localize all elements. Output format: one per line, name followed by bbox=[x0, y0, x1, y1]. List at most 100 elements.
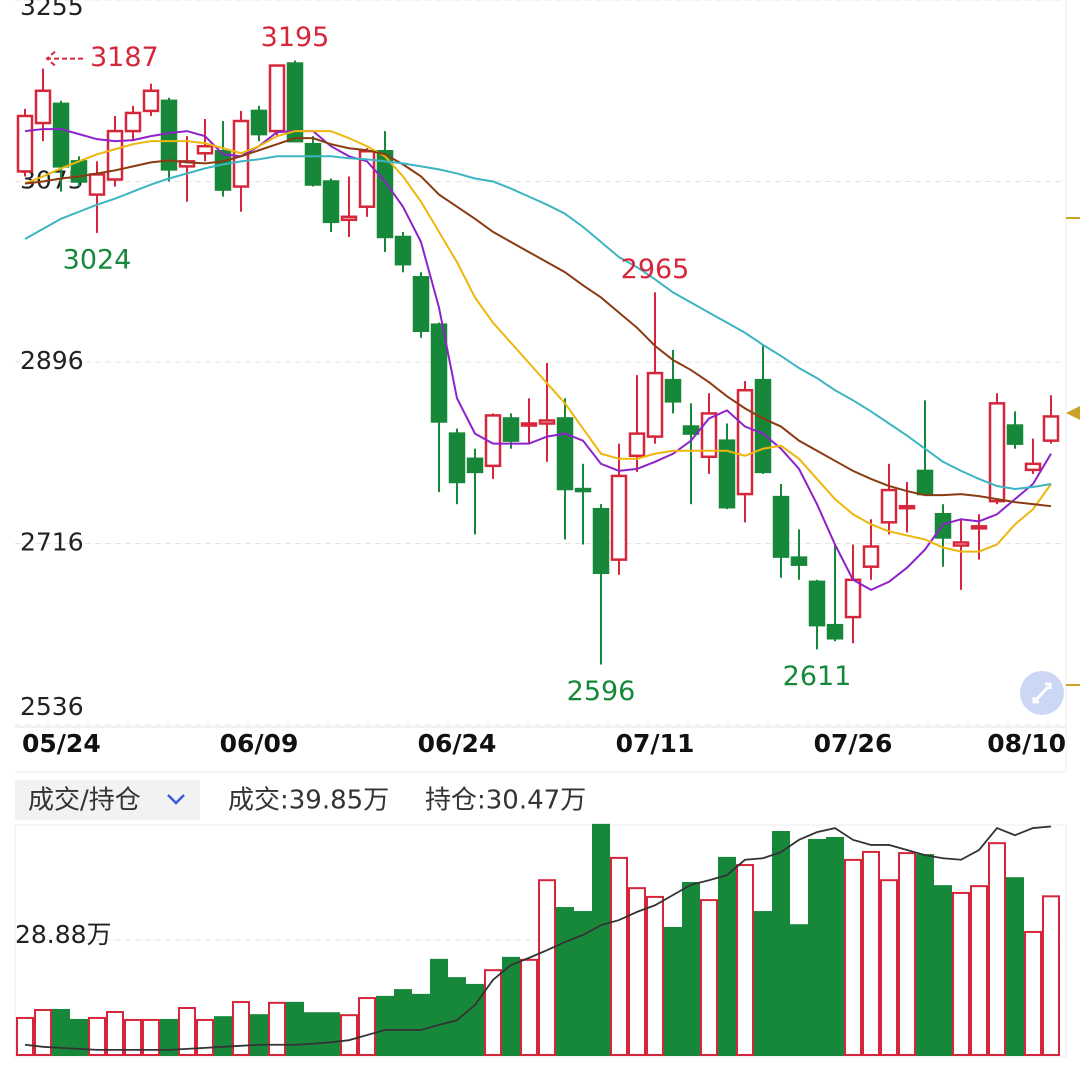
y-tick-label: 2896 bbox=[20, 346, 84, 375]
candle-body bbox=[1024, 462, 1042, 472]
volume-bar bbox=[394, 989, 412, 1057]
candle-body bbox=[448, 432, 466, 484]
candle-body bbox=[952, 541, 970, 547]
volume-bar bbox=[412, 993, 430, 1057]
candle-body bbox=[304, 142, 322, 186]
volume-bar bbox=[736, 864, 754, 1056]
candle-body bbox=[88, 173, 106, 196]
volume-bar bbox=[970, 885, 988, 1057]
candle-body bbox=[646, 371, 664, 438]
volume-bar bbox=[250, 1014, 268, 1056]
candle-body bbox=[340, 215, 358, 222]
volume-bar bbox=[880, 879, 898, 1056]
volume-bar bbox=[502, 956, 520, 1057]
x-tick-label: 07/26 bbox=[814, 729, 893, 758]
volume-bar bbox=[826, 836, 844, 1057]
volume-bar bbox=[898, 852, 916, 1056]
candle-body bbox=[106, 129, 124, 181]
candle-body bbox=[772, 495, 790, 558]
volume-bar bbox=[952, 891, 970, 1056]
x-tick-label: 08/10 bbox=[987, 729, 1066, 758]
open-interest-line bbox=[24, 825, 1052, 1051]
candle-body bbox=[286, 62, 304, 143]
volume-bar bbox=[1006, 877, 1024, 1057]
volume-bar bbox=[628, 887, 646, 1056]
candle-body bbox=[898, 504, 916, 510]
volume-bar bbox=[790, 924, 808, 1056]
y-tick-label: 3255 bbox=[20, 0, 84, 21]
candle-body bbox=[196, 144, 214, 155]
candle-body bbox=[880, 488, 898, 524]
candle-body bbox=[376, 150, 394, 239]
candle-body bbox=[124, 111, 142, 133]
candle-body bbox=[250, 109, 268, 136]
volume-bar bbox=[862, 850, 880, 1056]
candle-body bbox=[160, 99, 178, 171]
moving-average-line bbox=[24, 155, 1052, 491]
volume-bar bbox=[772, 831, 790, 1056]
candle-body bbox=[682, 425, 700, 435]
candle-body bbox=[178, 160, 196, 168]
candle-body bbox=[592, 507, 610, 574]
candle-body bbox=[322, 180, 340, 224]
selector-label[interactable]: 成交/持仓 bbox=[28, 786, 141, 816]
volume-bar bbox=[1042, 895, 1060, 1056]
volume-bar bbox=[232, 1001, 250, 1057]
candle-body bbox=[574, 487, 592, 493]
annotation-arrow bbox=[45, 50, 83, 67]
open-interest-readout: 持仓:30.47万 bbox=[425, 786, 586, 816]
volume-bar bbox=[754, 911, 772, 1056]
fullscreen-icon[interactable] bbox=[1032, 682, 1052, 704]
selector-box[interactable] bbox=[15, 780, 200, 820]
moving-average-line bbox=[24, 130, 1052, 553]
y-tick-label: 2716 bbox=[20, 527, 84, 556]
volume-bar bbox=[574, 911, 592, 1056]
volume-bar bbox=[16, 1016, 34, 1057]
low-annotation: 3024 bbox=[63, 244, 132, 275]
candle-body bbox=[142, 89, 160, 113]
volume-bar bbox=[142, 1018, 160, 1056]
candle-body bbox=[970, 525, 988, 530]
candle-body bbox=[790, 556, 808, 566]
volume-bar bbox=[70, 1018, 88, 1056]
volume-bar bbox=[340, 1014, 358, 1056]
candle-body bbox=[394, 235, 412, 266]
volume-bar bbox=[214, 1016, 232, 1057]
candle-body bbox=[502, 417, 520, 442]
volume-bar bbox=[52, 1009, 70, 1057]
volume-bar bbox=[178, 1007, 196, 1056]
candle-body bbox=[430, 323, 448, 423]
candle-body bbox=[844, 578, 862, 619]
candle-body bbox=[610, 474, 628, 561]
high-annotation: 2965 bbox=[621, 254, 690, 285]
volume-bar bbox=[592, 823, 610, 1056]
volume-bar bbox=[664, 926, 682, 1056]
volume-bar bbox=[718, 856, 736, 1057]
volume-panel bbox=[14, 824, 1067, 1058]
moving-average-line bbox=[24, 137, 1052, 508]
volume-readout: 成交:39.85万 bbox=[228, 786, 389, 816]
high-annotation: 3195 bbox=[261, 22, 330, 53]
x-tick-label: 07/11 bbox=[616, 729, 695, 758]
volume-bar bbox=[160, 1018, 178, 1056]
candle-body bbox=[826, 623, 844, 640]
candle-body bbox=[268, 64, 286, 133]
volume-bar bbox=[196, 1018, 214, 1056]
volume-bar bbox=[484, 969, 502, 1057]
candle-body bbox=[916, 469, 934, 496]
y-tick-label: 2536 bbox=[20, 692, 84, 721]
volume-bar bbox=[286, 1001, 304, 1057]
candle-body bbox=[628, 432, 646, 458]
candle-body bbox=[556, 417, 574, 491]
candle-body bbox=[1006, 424, 1024, 445]
volume-bar bbox=[1024, 930, 1042, 1056]
volume-bar bbox=[430, 958, 448, 1056]
volume-bar bbox=[988, 842, 1006, 1056]
candle-body bbox=[1042, 415, 1060, 442]
volume-bar bbox=[610, 856, 628, 1057]
volume-bar bbox=[808, 838, 826, 1056]
candle-body bbox=[538, 419, 556, 425]
dropdown-icon[interactable] bbox=[167, 794, 185, 805]
candle-body bbox=[520, 422, 538, 427]
